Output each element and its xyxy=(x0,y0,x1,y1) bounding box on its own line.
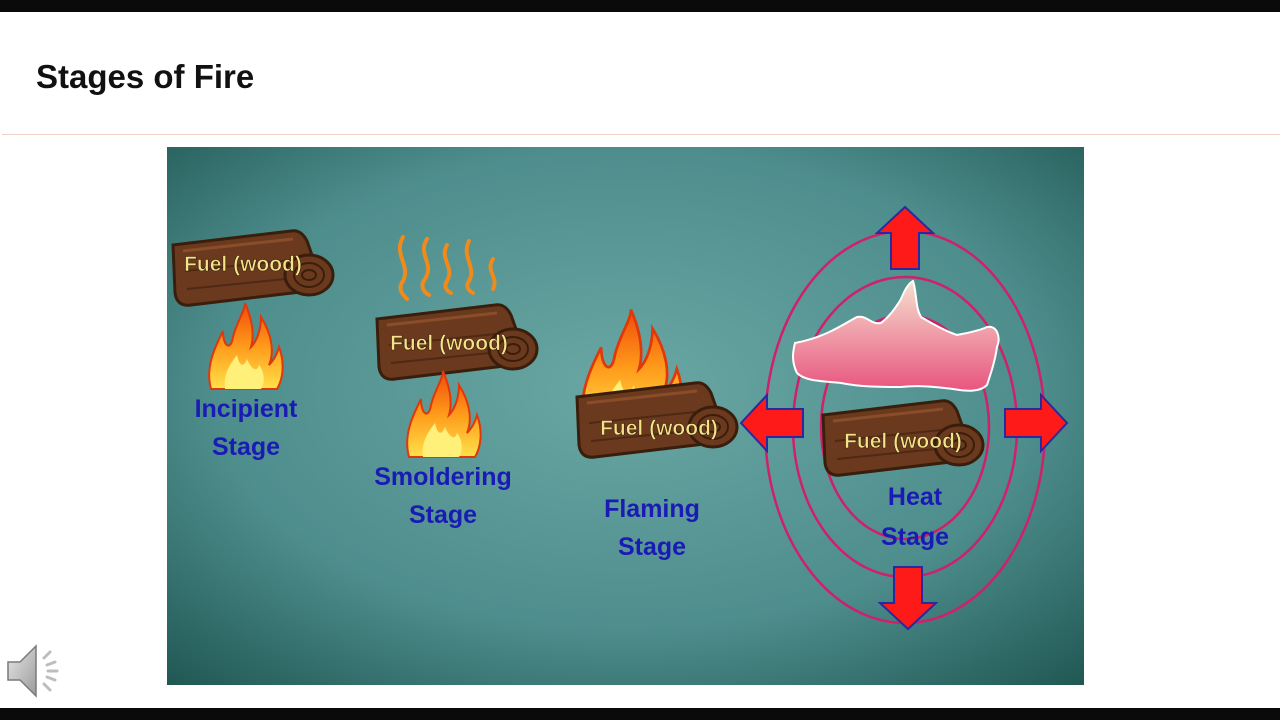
stages-of-fire-diagram: Fuel (wood) Incipient Stage Fuel (wood) … xyxy=(167,147,1084,685)
smoke-wisps xyxy=(397,235,497,301)
title-divider xyxy=(2,134,1280,135)
fuel-label-smoldering: Fuel (wood) xyxy=(390,332,508,355)
smoke-wisp-3 xyxy=(442,243,453,295)
slide-title: Stages of Fire xyxy=(36,58,255,95)
heat-stage-label-line1: Heat xyxy=(888,483,943,511)
smoldering-stage-label-line2: Stage xyxy=(409,501,477,529)
smoldering-stage-label-line1: Smoldering xyxy=(374,463,512,491)
fuel-label-flaming: Fuel (wood) xyxy=(600,417,718,440)
speaker-icon xyxy=(7,644,59,698)
fuel-label-heat: Fuel (wood) xyxy=(844,430,962,453)
flaming-stage-label-line1: Flaming xyxy=(604,495,700,523)
smoke-wisp-1 xyxy=(397,235,409,301)
smoke-wisp-4 xyxy=(464,239,475,295)
audio-speaker-button[interactable] xyxy=(4,640,68,702)
flaming-stage-label-line2: Stage xyxy=(618,533,686,561)
heat-stage-label-line2: Stage xyxy=(881,523,949,551)
bottom-letterbox-bar xyxy=(0,708,1280,720)
heat-cloud xyxy=(792,279,1000,392)
incipient-stage-label-line1: Incipient xyxy=(195,395,298,423)
smoke-wisp-5 xyxy=(488,257,497,291)
top-letterbox-bar xyxy=(0,0,1280,12)
fuel-label-incipient: Fuel (wood) xyxy=(184,253,302,276)
smoke-wisp-2 xyxy=(420,237,431,297)
incipient-stage-label-line2: Stage xyxy=(212,433,280,461)
